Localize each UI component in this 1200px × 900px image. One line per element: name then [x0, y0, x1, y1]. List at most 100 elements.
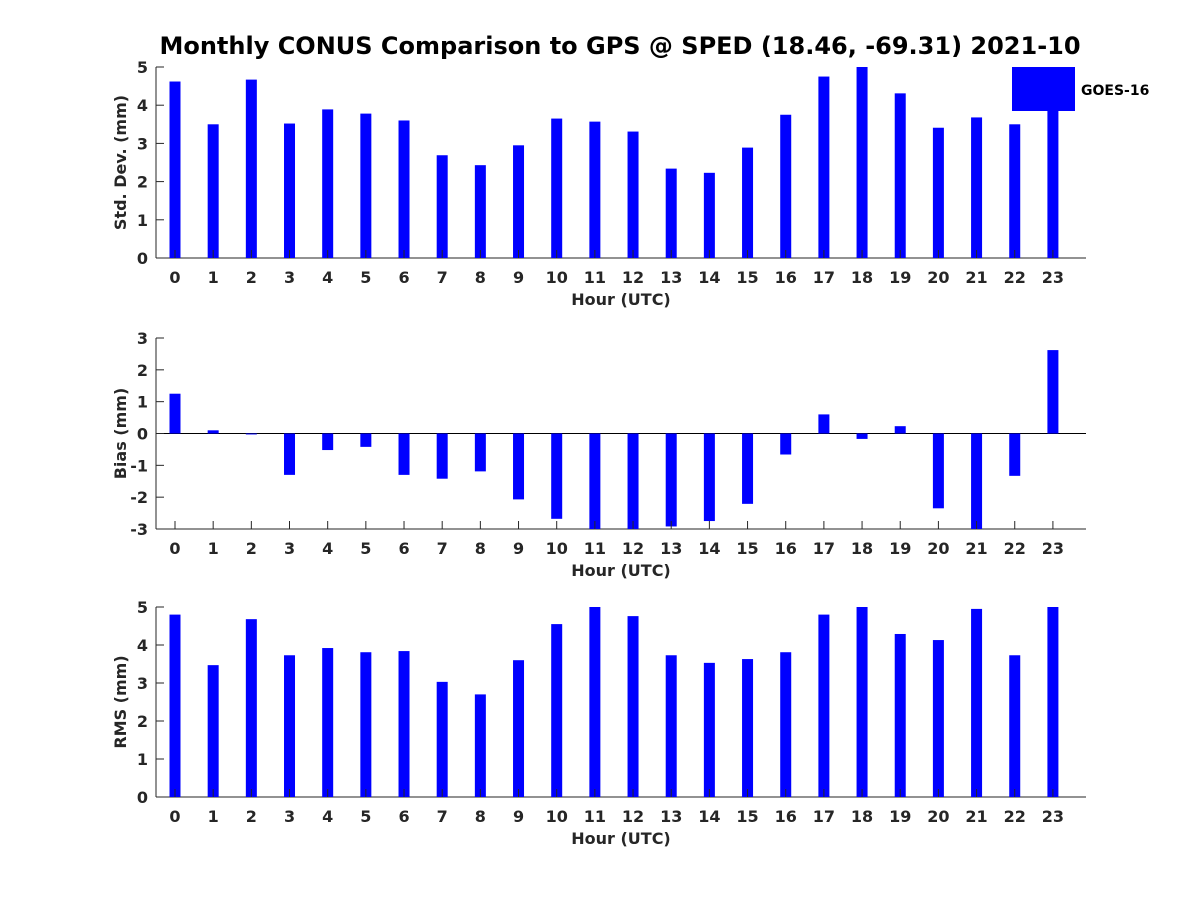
x-tick-label: 15	[736, 807, 758, 826]
bar-hour-16	[780, 114, 792, 258]
x-tick-label: 0	[169, 539, 180, 558]
bar-hour-12	[627, 131, 639, 258]
bar-hour-3	[284, 123, 296, 258]
x-tick-label: 23	[1042, 539, 1064, 558]
x-tick-label: 2	[246, 268, 257, 287]
bar-hour-10	[551, 433, 563, 519]
x-tick-label: 11	[584, 807, 606, 826]
bar-hour-16	[780, 433, 792, 455]
y-tick-label: 5	[137, 598, 148, 617]
bar-hour-5	[360, 113, 372, 258]
x-tick-label: 11	[584, 539, 606, 558]
bar-hour-11	[589, 607, 601, 797]
x-tick-label: 0	[169, 807, 180, 826]
bar-hour-4	[322, 433, 334, 451]
bar-hour-2	[245, 433, 257, 435]
bar-hour-23	[1047, 607, 1059, 797]
x-tick-label: 6	[398, 807, 409, 826]
bar-hour-12	[627, 433, 639, 529]
bar-hour-18	[856, 607, 868, 797]
bar-hour-17	[818, 614, 830, 797]
bar-hour-18	[856, 67, 868, 258]
bar-hour-21	[971, 608, 983, 797]
x-tick-label: 18	[851, 268, 873, 287]
x-tick-label: 1	[208, 268, 219, 287]
bar-hour-11	[589, 433, 601, 529]
x-tick-label: 13	[660, 268, 682, 287]
x-tick-label: 2	[246, 539, 257, 558]
bar-hour-14	[703, 662, 715, 797]
x-tick-label: 12	[622, 268, 644, 287]
bar-hour-0	[169, 614, 181, 797]
x-tick-label: 23	[1042, 807, 1064, 826]
bar-hour-11	[589, 121, 601, 258]
x-tick-label: 11	[584, 268, 606, 287]
bar-hour-13	[665, 433, 677, 527]
bar-hour-19	[894, 426, 906, 434]
bar-hour-2	[245, 619, 257, 797]
y-tick-label: -2	[130, 488, 148, 507]
x-tick-label: 4	[322, 807, 333, 826]
bar-hour-13	[665, 168, 677, 258]
y-tick-label: 2	[137, 173, 148, 192]
bar-hour-4	[322, 109, 334, 258]
bar-hour-4	[322, 648, 334, 797]
bar-hour-15	[742, 147, 754, 258]
bar-hour-22	[1009, 655, 1021, 797]
bar-hour-20	[932, 433, 944, 509]
bar-hour-20	[932, 640, 944, 797]
x-tick-label: 5	[360, 268, 371, 287]
bar-hour-9	[513, 660, 525, 797]
bar-hour-18	[856, 433, 868, 439]
x-tick-label: 5	[360, 807, 371, 826]
bar-hour-6	[398, 120, 410, 258]
x-tick-label: 18	[851, 807, 873, 826]
bar-hour-6	[398, 433, 410, 475]
x-tick-label: 20	[927, 268, 949, 287]
y-tick-label: 1	[137, 393, 148, 412]
bar-hour-1	[207, 665, 219, 797]
x-tick-label: 2	[246, 807, 257, 826]
bar-hour-8	[474, 694, 486, 797]
y-tick-label: 2	[137, 361, 148, 380]
x-tick-label: 22	[1004, 268, 1026, 287]
x-tick-label: 10	[546, 807, 568, 826]
x-tick-label: 15	[736, 268, 758, 287]
bar-hour-10	[551, 118, 563, 258]
x-tick-label: 3	[284, 539, 295, 558]
legend: GOES-16	[1012, 67, 1149, 111]
y-tick-label: 0	[137, 425, 148, 444]
x-tick-label: 7	[437, 268, 448, 287]
x-tick-label: 16	[775, 807, 797, 826]
x-tick-label: 7	[437, 539, 448, 558]
bar-hour-12	[627, 616, 639, 797]
bar-hour-8	[474, 165, 486, 258]
y-tick-label: 1	[137, 750, 148, 769]
x-tick-label: 7	[437, 807, 448, 826]
x-tick-label: 13	[660, 807, 682, 826]
bar-hour-9	[513, 433, 525, 500]
y-tick-label: -3	[130, 520, 148, 539]
bar-hour-7	[436, 155, 448, 258]
bar-hour-7	[436, 433, 448, 479]
bar-hour-20	[932, 127, 944, 258]
bar-hour-5	[360, 652, 372, 797]
x-tick-label: 5	[360, 539, 371, 558]
x-tick-label: 3	[284, 807, 295, 826]
bar-hour-21	[971, 117, 983, 258]
bar-hour-5	[360, 433, 372, 447]
x-tick-label: 4	[322, 539, 333, 558]
bar-hour-23	[1047, 350, 1059, 434]
x-tick-label: 17	[813, 268, 835, 287]
y-tick-label: 3	[137, 329, 148, 348]
x-tick-label: 22	[1004, 539, 1026, 558]
x-tick-label: 20	[927, 539, 949, 558]
y-axis-label: Std. Dev. (mm)	[111, 95, 130, 230]
x-tick-label: 3	[284, 268, 295, 287]
y-tick-label: 1	[137, 211, 148, 230]
x-tick-label: 12	[622, 807, 644, 826]
x-tick-label: 21	[965, 539, 987, 558]
bar-hour-6	[398, 651, 410, 797]
y-tick-label: -1	[130, 456, 148, 475]
